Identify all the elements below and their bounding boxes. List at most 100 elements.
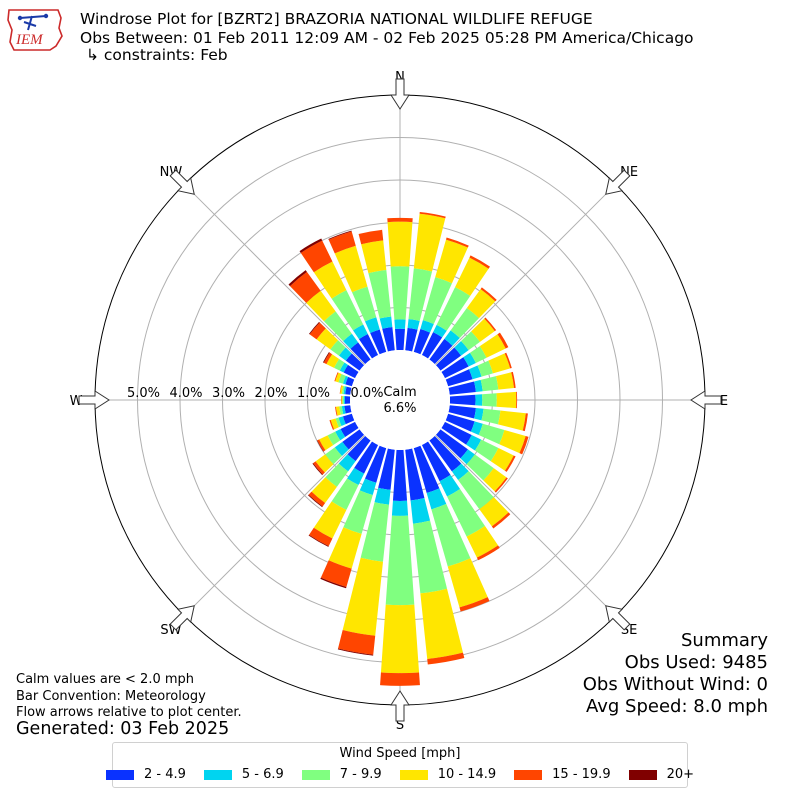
wind-bar-segment: [288, 270, 307, 287]
flow-arrow-icon: [390, 690, 410, 722]
legend-item: 10 - 14.9: [399, 767, 497, 782]
wind-bar-segment: [358, 229, 384, 245]
wind-bar-segment: [469, 346, 487, 363]
wind-bar-segment: [345, 353, 365, 371]
wind-bar-segment: [380, 604, 420, 674]
wind-bar-segment: [466, 526, 499, 558]
wind-bar-segment: [338, 416, 346, 427]
wind-bar-segment: [469, 255, 490, 269]
wind-bar-segment: [343, 364, 359, 379]
flow-arrow-icon: [690, 390, 722, 410]
r-tick-label: 2.0%: [254, 386, 287, 401]
wind-bar-segment: [326, 354, 340, 368]
flow-arrow-icon: [169, 605, 195, 631]
wind-bar-segment: [461, 331, 480, 351]
wind-bar-segment: [494, 477, 508, 493]
arrow-shape: [605, 169, 631, 195]
summary-title: Summary: [681, 630, 768, 651]
calm-note: Calm values are < 2.0 mph: [16, 672, 195, 687]
wind-bar-segment: [338, 347, 352, 361]
wind-bar-segment: [395, 328, 405, 351]
wind-bar-segment: [405, 327, 418, 352]
wind-bar-segment: [368, 269, 392, 319]
arrow-shape: [169, 169, 195, 195]
flow-arrow-icon: [605, 169, 631, 195]
wind-bar-segment: [354, 441, 379, 474]
arrow-shape: [605, 605, 631, 631]
wind-bar-segment: [323, 311, 352, 342]
wind-bar-segment: [481, 408, 501, 425]
wind-bar-segment: [342, 429, 365, 450]
iem-logo: IEM: [7, 9, 63, 51]
chart-title: Windrose Plot for [BZRT2] BRAZORIA NATIO…: [80, 10, 593, 28]
wind-bar-segment: [343, 396, 346, 404]
arrow-shape: [78, 390, 110, 410]
wind-bar-segment: [325, 447, 343, 465]
wind-bar-segment: [413, 445, 440, 494]
legend-item: 20+: [628, 767, 694, 782]
r-tick-label: 0.0%: [350, 386, 383, 401]
wind-bar-segment: [329, 419, 335, 430]
wind-bar-segment: [374, 487, 391, 505]
wind-bar-segment: [496, 391, 517, 409]
wind-bar-segment: [408, 268, 433, 321]
wind-bar-segment: [516, 391, 518, 409]
wind-bar-segment: [435, 239, 468, 284]
legend: Wind Speed [mph] 2 - 4.9 5 - 6.9 7 - 9.9 10…: [105, 742, 694, 788]
wind-bar-segment: [522, 413, 528, 432]
wind-bar-segment: [341, 395, 343, 405]
wind-bar-segment: [420, 320, 434, 333]
flow-arrow-icon: [390, 78, 410, 110]
flow-arrow-icon: [169, 169, 195, 195]
wind-bar-segment: [474, 379, 483, 393]
wind-bar-segment: [342, 557, 384, 636]
wind-bar-segment: [344, 405, 352, 414]
wind-bar-segment: [479, 497, 509, 527]
wind-bar-segment: [445, 369, 473, 387]
wind-bar-segment: [345, 386, 352, 395]
wind-bar-segment: [335, 406, 338, 416]
legend-item: 5 - 6.9: [203, 767, 284, 782]
wind-bar-segment: [327, 431, 341, 446]
wind-bar-segment: [289, 271, 321, 303]
wind-bar-segment: [470, 421, 483, 436]
generated-date: Generated: 03 Feb 2025: [16, 719, 230, 739]
legend-swatch: [105, 769, 134, 780]
arrow-shape: [169, 605, 195, 631]
wind-bar-segment: [405, 448, 425, 501]
legend-item: 7 - 9.9: [301, 767, 382, 782]
direction-label: N: [395, 70, 405, 85]
wind-bar-segment: [504, 455, 516, 472]
wind-bar-segment: [313, 461, 325, 475]
wind-bar-segment: [448, 381, 476, 395]
wind-bar-segment: [309, 527, 333, 547]
wind-bar-segment: [448, 405, 476, 419]
wind-bar-segment: [328, 527, 362, 569]
wind-bar-segment: [480, 287, 497, 302]
flow-arrow-icon: [78, 390, 110, 410]
wind-bar-segment: [490, 448, 514, 471]
wind-bar-segment: [330, 418, 339, 430]
wind-bar-segment: [475, 394, 483, 406]
wind-bar-segment: [328, 230, 352, 240]
wind-bar-segment: [410, 497, 431, 524]
wind-bar-segment: [474, 407, 484, 421]
wind-bar-segment: [429, 435, 462, 472]
wind-bar-segment: [308, 491, 326, 507]
wind-bar-segment: [364, 445, 387, 483]
wind-bar-segment: [439, 474, 461, 497]
wind-bar-segment: [342, 375, 349, 385]
wind-bar-segment: [421, 332, 443, 359]
wind-bar-segment: [460, 449, 475, 465]
wind-bar-segment: [471, 318, 495, 342]
wind-bar-segment: [413, 329, 431, 355]
r-tick-label: 4.0%: [169, 386, 202, 401]
wind-bar-segment: [343, 490, 373, 534]
wind-bar-segment: [338, 373, 346, 384]
wind-bar-segment: [422, 277, 452, 325]
wind-bar-segment: [341, 405, 346, 415]
wind-bar-segment: [316, 440, 324, 452]
wind-bar-segment: [426, 488, 447, 510]
wind-bar-segment: [390, 266, 410, 320]
legend-label: 10 - 14.9: [437, 767, 497, 782]
